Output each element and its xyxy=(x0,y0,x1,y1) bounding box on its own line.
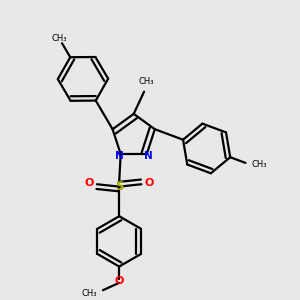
Text: O: O xyxy=(84,178,93,188)
Text: O: O xyxy=(145,178,154,188)
Text: O: O xyxy=(115,276,124,286)
Text: CH₃: CH₃ xyxy=(82,289,97,298)
Text: S: S xyxy=(115,180,123,193)
Text: N: N xyxy=(144,152,153,161)
Text: CH₃: CH₃ xyxy=(251,160,266,169)
Text: CH₃: CH₃ xyxy=(52,34,67,43)
Text: CH₃: CH₃ xyxy=(139,77,154,86)
Text: N: N xyxy=(115,151,124,160)
